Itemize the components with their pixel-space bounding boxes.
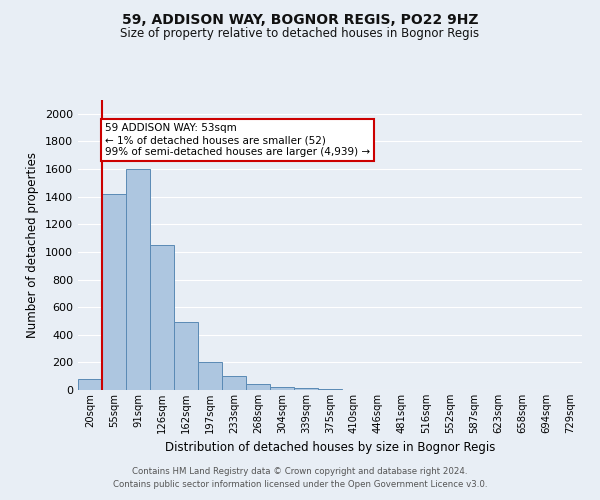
Bar (246, 384, 270, 390)
Y-axis label: Number of detached properties: Number of detached properties (26, 152, 40, 338)
Bar (270, 386, 294, 390)
Bar (318, 388, 342, 390)
Bar (222, 376, 246, 390)
X-axis label: Distribution of detached houses by size in Bognor Regis: Distribution of detached houses by size … (165, 442, 495, 454)
Text: Contains HM Land Registry data © Crown copyright and database right 2024.: Contains HM Land Registry data © Crown c… (132, 467, 468, 476)
Text: Size of property relative to detached houses in Bognor Regis: Size of property relative to detached ho… (121, 28, 479, 40)
Text: 59 ADDISON WAY: 53sqm
← 1% of detached houses are smaller (52)
99% of semi-detac: 59 ADDISON WAY: 53sqm ← 1% of detached h… (105, 124, 370, 156)
Bar (198, 362, 222, 390)
Bar (150, 245, 174, 390)
Bar (102, 194, 126, 390)
Bar (294, 388, 318, 390)
Text: 59, ADDISON WAY, BOGNOR REGIS, PO22 9HZ: 59, ADDISON WAY, BOGNOR REGIS, PO22 9HZ (122, 12, 478, 26)
Bar (78, 379, 102, 390)
Text: Contains public sector information licensed under the Open Government Licence v3: Contains public sector information licen… (113, 480, 487, 489)
Bar (126, 169, 150, 390)
Bar (174, 322, 198, 390)
